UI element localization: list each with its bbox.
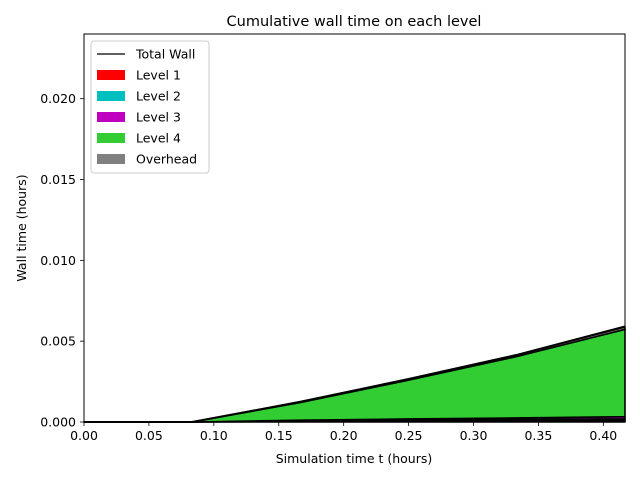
y-tick-label: 0.020 [40, 91, 76, 106]
x-axis-ticks: 0.00 0.05 0.10 0.15 0.20 0.25 0.30 0.35 0.40 [70, 422, 617, 443]
x-tick-label: 0.10 [200, 428, 228, 443]
legend-label-level-1: Level 1 [136, 68, 181, 83]
y-tick-label: 0.000 [40, 415, 76, 430]
x-tick-label: 0.30 [460, 428, 488, 443]
legend-label-level-2: Level 2 [136, 89, 181, 104]
y-tick-label: 0.015 [40, 172, 76, 187]
y-tick-label: 0.010 [40, 253, 76, 268]
legend-label-level-3: Level 3 [136, 110, 181, 125]
x-tick-label: 0.35 [524, 428, 552, 443]
stacked-areas [83, 325, 626, 423]
legend-swatch-level-1 [97, 70, 125, 80]
legend-swatch-level-4 [97, 133, 125, 143]
x-tick-label: 0.05 [135, 428, 163, 443]
legend-label-total-wall: Total Wall [135, 47, 195, 62]
y-axis-label: Wall time (hours) [14, 174, 29, 281]
legend: Total Wall Level 1 Level 2 Level 3 Level 4 Ov… [90, 40, 210, 174]
x-tick-label: 0.40 [589, 428, 617, 443]
x-axis-label: Simulation time t (hours) [276, 451, 433, 466]
x-tick-label: 0.15 [265, 428, 293, 443]
y-axis-ticks: 0.000 0.005 0.010 0.015 0.020 [40, 91, 84, 430]
x-tick-label: 0.25 [395, 428, 423, 443]
x-tick-label: 0.00 [70, 428, 98, 443]
area-level-4 [83, 328, 626, 423]
legend-label-overhead: Overhead [136, 152, 197, 167]
legend-swatch-overhead [97, 154, 125, 164]
x-tick-label: 0.20 [330, 428, 358, 443]
chart-title: Cumulative wall time on each level [227, 14, 482, 30]
legend-label-level-4: Level 4 [136, 131, 181, 146]
y-tick-label: 0.005 [40, 334, 76, 349]
legend-swatch-level-2 [97, 91, 125, 101]
plot-frame [83, 33, 626, 423]
legend-swatch-level-3 [97, 112, 125, 122]
